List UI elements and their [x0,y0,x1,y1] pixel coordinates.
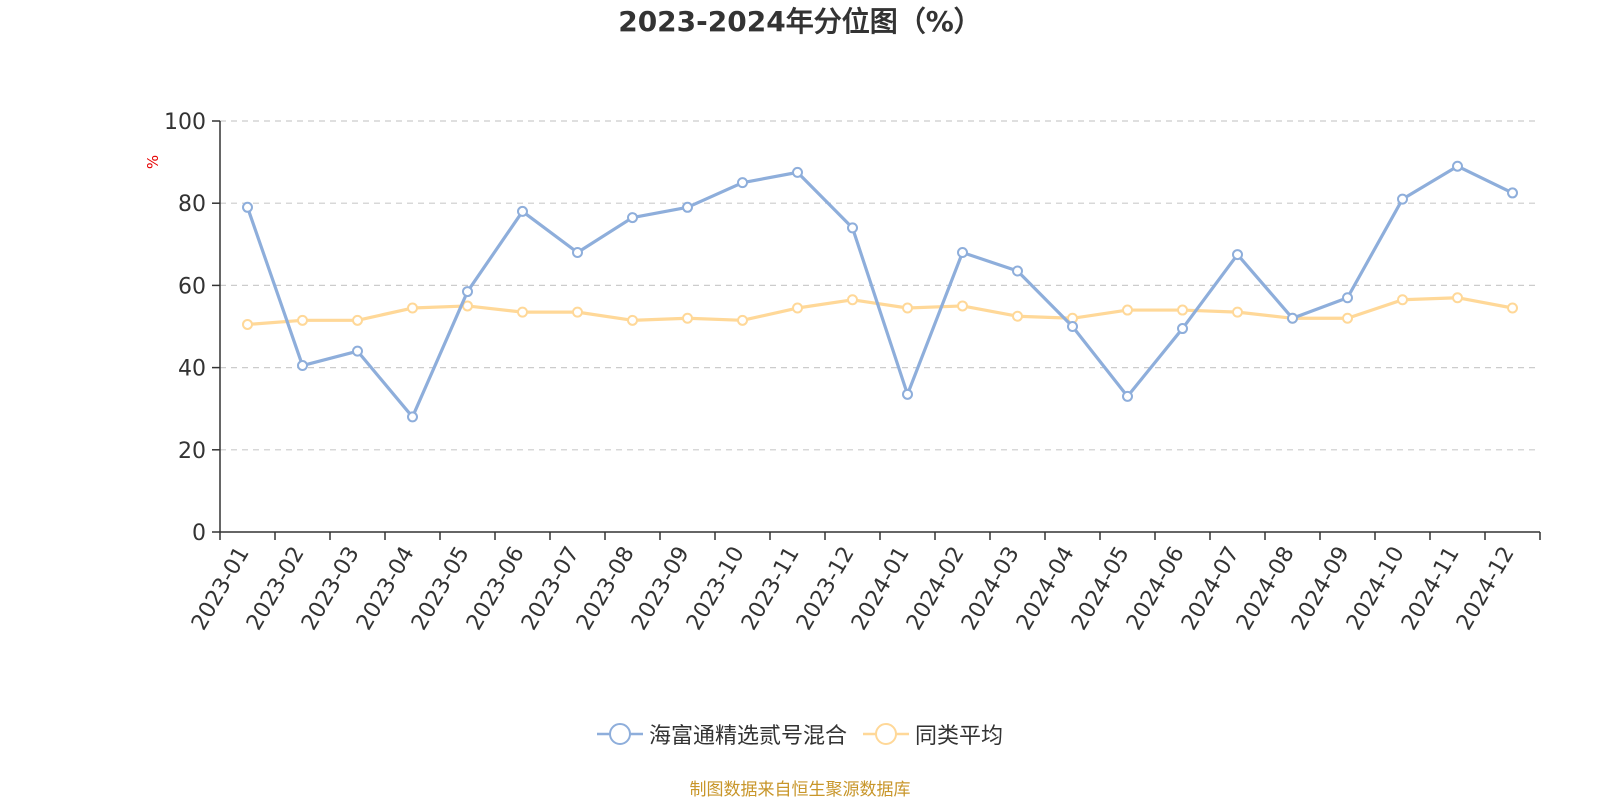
y-tick-label: 0 [192,521,206,546]
data-point-series-1[interactable] [1452,160,1463,172]
legend-label-series-1: 海富通精选贰号混合 [648,724,847,749]
legend-swatch-series-2 [863,723,909,745]
axes [212,120,1541,540]
data-point-series-2[interactable] [352,314,363,326]
data-point-series-2[interactable] [1122,304,1133,316]
data-point-series-2[interactable] [1452,292,1463,304]
data-point-series-2[interactable] [297,314,308,326]
line-chart: 0 20 40 60 80 100 2023-012023-022023-032023-0… [144,110,1541,635]
data-point-series-2[interactable] [792,302,803,314]
legend-item-series-1[interactable]: 海富通精选贰号混合 [596,718,847,750]
data-point-series-1[interactable] [1177,323,1188,335]
data-point-series-2[interactable] [902,302,913,314]
y-tick-label: 80 [178,192,206,217]
y-axis-label: % [144,155,162,169]
data-point-series-1[interactable] [572,247,583,259]
data-point-series-1[interactable] [792,166,803,178]
data-point-series-2[interactable] [957,300,968,312]
data-point-series-1[interactable] [627,212,638,224]
grid-lines [220,120,1540,451]
data-point-series-2[interactable] [1397,294,1408,306]
series-line-2 [245,296,1515,327]
data-point-series-1[interactable] [1342,292,1353,304]
data-point-series-1[interactable] [297,360,308,372]
legend-swatch-series-1 [596,723,643,745]
data-point-series-1[interactable] [242,201,253,213]
data-point-series-2[interactable] [1177,304,1188,316]
series-line-1 [245,164,1515,419]
data-point-series-1[interactable] [517,205,528,217]
data-point-series-1[interactable] [902,388,913,400]
data-point-series-2[interactable] [242,318,253,330]
data-point-series-2[interactable] [737,314,748,326]
data-point-series-2[interactable] [407,302,418,314]
legend-item-series-2[interactable]: 同类平均 [863,718,1003,750]
data-point-series-2[interactable] [517,306,528,318]
data-point-series-2[interactable] [1012,310,1023,322]
data-point-series-1[interactable] [957,247,968,259]
y-tick-label: 20 [178,439,206,464]
y-tick-label: 40 [178,357,206,382]
data-point-series-1[interactable] [1012,265,1023,277]
data-point-series-1[interactable] [1122,390,1133,402]
y-tick-label: 100 [164,110,206,135]
data-point-series-1[interactable] [1287,312,1298,324]
chart-title: 2023-2024年分位图（%） [618,5,982,38]
data-point-series-1[interactable] [407,411,418,423]
y-tick-labels: 0 20 40 60 80 100 [164,110,206,546]
data-point-series-1[interactable] [462,286,473,298]
data-point-series-1[interactable] [1397,193,1408,205]
data-point-series-2[interactable] [572,306,583,318]
data-point-series-2[interactable] [627,314,638,326]
data-point-series-2[interactable] [1507,302,1518,314]
data-point-series-1[interactable] [1507,187,1518,199]
data-point-series-2[interactable] [847,294,858,306]
data-point-series-1[interactable] [352,345,363,357]
data-point-series-1[interactable] [1232,249,1243,261]
data-point-series-1[interactable] [682,201,693,213]
data-point-series-2[interactable] [682,312,693,324]
source-note: 制图数据来自恒生聚源数据库 [689,780,911,800]
data-point-series-2[interactable] [1232,306,1243,318]
data-point-series-2[interactable] [1342,312,1353,324]
series-lines [242,160,1518,423]
x-tick-labels: 2023-012023-022023-032023-042023-052023-… [187,543,1520,635]
legend: 海富通精选贰号混合 同类平均 [0,718,1600,750]
data-point-series-2[interactable] [462,300,473,312]
legend-label-series-2: 同类平均 [915,724,1004,749]
y-tick-label: 60 [178,274,206,299]
data-point-series-1[interactable] [847,222,858,234]
data-point-series-1[interactable] [1067,321,1078,332]
data-point-series-1[interactable] [737,177,748,189]
